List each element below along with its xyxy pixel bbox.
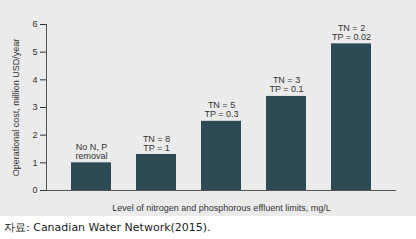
svg-text:4: 4: [32, 75, 37, 85]
svg-text:No N, Premoval: No N, Premoval: [75, 142, 107, 161]
svg-text:TN = 2TP = 0.02: TN = 2TP = 0.02: [332, 23, 371, 42]
svg-text:2: 2: [32, 130, 37, 140]
svg-text:5: 5: [32, 47, 37, 57]
svg-text:TN = 8TP = 1: TN = 8TP = 1: [143, 134, 170, 153]
svg-text:0: 0: [32, 185, 37, 195]
svg-text:TN = 3TP = 0.1: TN = 3TP = 0.1: [269, 75, 303, 94]
svg-text:1: 1: [32, 158, 37, 168]
svg-text:6: 6: [32, 19, 37, 29]
html-text:자료: Canadian Water Network(201: 자료: Canadian Water Network(2015).: [4, 221, 211, 234]
svg-text:3: 3: [32, 102, 37, 112]
svg-text:Level of nitrogen and phosphor: Level of nitrogen and phosphorous efflue…: [112, 203, 330, 213]
svg-text:Operational cost, million USD/: Operational cost, million USD/year: [11, 39, 21, 177]
svg-text:TN = 5TP = 0.3: TN = 5TP = 0.3: [204, 100, 238, 119]
